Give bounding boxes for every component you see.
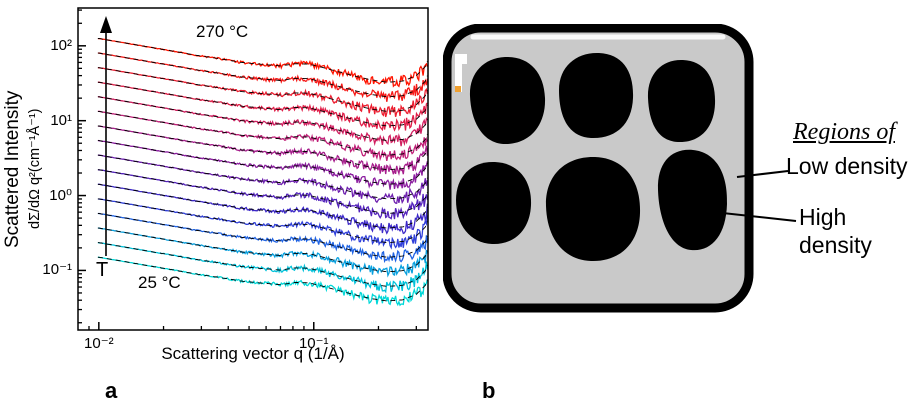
- high-density-blob: [545, 156, 641, 262]
- plot-frame: [77, 7, 429, 331]
- model-fit-curve: [97, 183, 428, 229]
- model-fit-curve: [97, 169, 428, 214]
- temperature-arrow-label: T: [96, 259, 109, 281]
- model-fit-curve: [97, 227, 428, 273]
- model-fit-curve: [97, 52, 428, 98]
- model-fit-curve: [97, 125, 428, 171]
- high-density-blob: [657, 149, 728, 251]
- high-density-blob: [647, 59, 716, 143]
- density-map-image: [443, 24, 754, 313]
- corner-marker: [455, 54, 467, 92]
- y-axis-tick-label: 10⁻¹: [42, 261, 72, 279]
- x-axis-tick-label: 10⁻²: [84, 335, 114, 352]
- scattering-plot: [77, 7, 429, 331]
- model-fit-curve: [97, 110, 428, 156]
- temp-min-annotation: 25 °C: [138, 273, 181, 292]
- model-fit-curve: [97, 198, 428, 244]
- model-fit-curve: [97, 67, 428, 112]
- model-fit-curve: [97, 140, 428, 185]
- high-density-blob: [456, 161, 532, 245]
- model-fit-curve: [97, 213, 428, 258]
- y-axis-tick-label: 10²: [50, 36, 72, 54]
- model-fit-curve: [97, 256, 428, 302]
- regions-heading: Regions of: [793, 119, 895, 145]
- panel-a-caption: a: [105, 378, 118, 403]
- temperature-curves: [97, 37, 428, 307]
- high-density-label: High density: [799, 203, 872, 259]
- corner-marker-dot: [455, 86, 461, 92]
- x-axis-tick-label: 10⁻¹: [298, 335, 329, 352]
- model-fit-curve: [97, 38, 428, 83]
- model-fit-curve: [97, 81, 428, 127]
- high-density-blob: [469, 56, 546, 145]
- x-axis-label: Scattering vector q (1/Å): [161, 344, 345, 363]
- model-fit-curve: [97, 242, 428, 287]
- high-density-label-line2: density: [799, 232, 872, 258]
- high-density-label-line1: High: [799, 204, 847, 230]
- temperature-arrow-head: [100, 16, 112, 33]
- temp-max-annotation: 270 °C: [196, 22, 249, 41]
- high-density-blob: [559, 52, 634, 139]
- axis-ticks: [78, 9, 417, 330]
- low-density-label: Low density: [786, 153, 908, 179]
- y-axis-tick-label: 10¹: [50, 111, 72, 129]
- model-fit-curve: [97, 96, 428, 142]
- y-axis-tick-label: 10⁰: [49, 186, 72, 204]
- panel-b-caption: b: [482, 378, 496, 403]
- model-fit-curve: [97, 154, 428, 200]
